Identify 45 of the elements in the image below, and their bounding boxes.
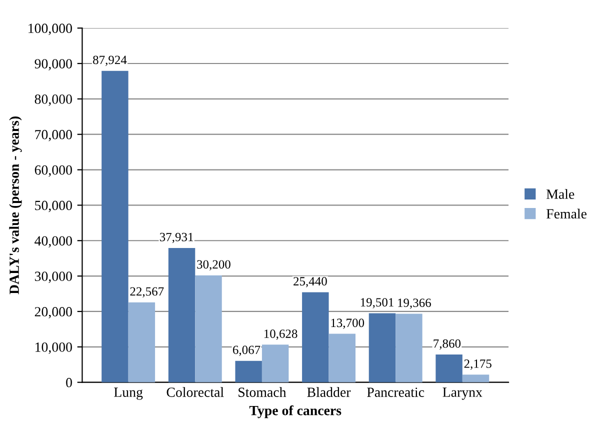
legend-label: Male [546,189,574,199]
bar [328,334,356,382]
bar [436,354,462,382]
bar [128,302,156,382]
data-label: 87,924 [93,56,127,66]
x-axis-title: Type of cancers [249,405,342,418]
y-tick-label: 10,000 [36,342,72,354]
bar [462,374,490,382]
data-label: 2,175 [464,360,492,370]
x-tick-label: Lung [114,388,143,400]
bar [302,292,329,382]
bar [195,275,222,382]
x-tick-label: Larynx [442,388,482,400]
data-label: 19,366 [398,298,431,309]
x-tick-label: Stomach [238,387,286,397]
data-label: 10,628 [264,330,298,340]
y-tick-label: 0 [66,378,72,388]
data-label: 6,067 [232,346,260,356]
y-tick-label: 40,000 [34,236,72,248]
bar [102,70,128,382]
bar [235,360,262,382]
x-tick-label: Bladder [307,387,351,397]
data-label: 25,440 [294,277,327,288]
legend-label: Female [546,208,587,219]
data-label: 37,931 [160,232,193,244]
data-label: 30,200 [197,260,230,270]
y-tick-label: 30,000 [34,272,72,283]
y-tick-label: 80,000 [34,94,72,106]
bar [262,344,289,382]
data-label: 7,860 [434,339,461,350]
bar [368,313,396,382]
y-axis-title: DALY's value (person - years) [9,116,22,294]
bar [396,314,422,382]
data-label: 13,700 [331,318,364,329]
y-tick-label: 50,000 [35,200,72,212]
y-tick-label: 20,000 [34,307,72,318]
bar [168,248,196,382]
data-label: 22,567 [130,287,164,298]
x-tick-label: Pancreatic [367,388,424,397]
y-tick-label: 100,000 [28,24,72,36]
y-tick-label: 90,000 [34,59,72,70]
data-label: 19,501 [360,298,394,308]
x-tick-label: Colorectal [166,387,224,397]
y-tick-label: 60,000 [34,165,72,177]
y-tick-label: 70,000 [35,130,72,142]
